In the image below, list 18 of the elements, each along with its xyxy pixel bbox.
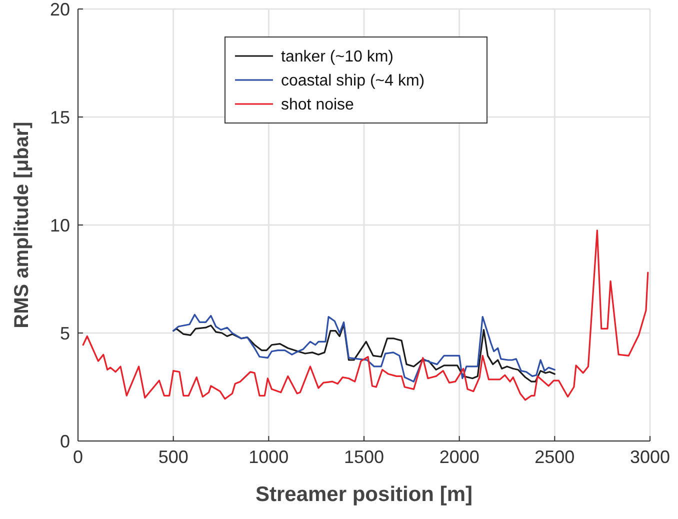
x-tick-label: 0 — [72, 447, 84, 467]
x-tick-label: 3000 — [630, 447, 670, 467]
legend-label: tanker (~10 km) — [281, 48, 394, 66]
y-tick-label: 10 — [50, 215, 70, 236]
y-axis-title: RMS amplitude [μbar] — [11, 122, 33, 328]
x-tick-label: 500 — [158, 447, 188, 467]
x-tick-label: 2500 — [534, 447, 575, 467]
y-tick-label: 5 — [60, 323, 70, 344]
line-series — [82, 230, 649, 401]
x-tick-label: 1500 — [344, 447, 384, 467]
y-tick-label: 15 — [50, 107, 70, 128]
legend-label: shot noise — [281, 96, 354, 114]
x-tick-label: 2000 — [439, 447, 480, 467]
x-tick-label: 1000 — [248, 447, 289, 467]
y-tick-label: 0 — [60, 431, 70, 452]
legend-label: coastal ship (~4 km) — [281, 72, 425, 90]
y-tick-label: 20 — [50, 0, 70, 20]
x-axis-title: Streamer position [m] — [255, 483, 473, 506]
